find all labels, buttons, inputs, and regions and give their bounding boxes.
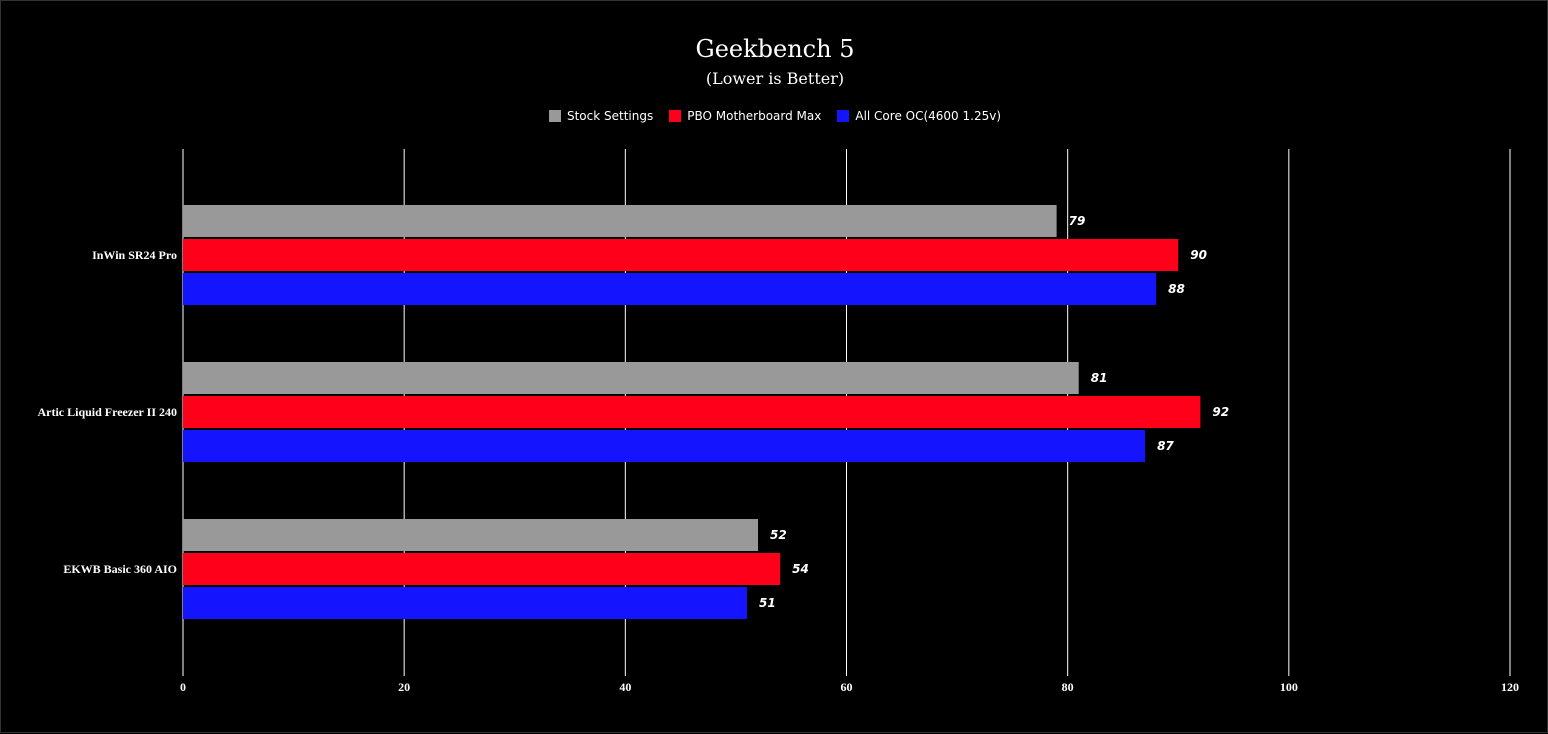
x-tick-label: 100 xyxy=(1280,680,1298,694)
bar xyxy=(183,273,1157,305)
bar xyxy=(183,430,1146,462)
legend-item-allcore[interactable]: All Core OC(4600 1.25v) xyxy=(837,109,1001,123)
category-label: EKWB Basic 360 AIO xyxy=(63,562,177,576)
chart-legend: Stock Settings PBO Motherboard Max All C… xyxy=(1,109,1548,123)
x-tick-label: 0 xyxy=(180,680,186,694)
bar xyxy=(183,205,1057,237)
bar xyxy=(183,362,1079,394)
data-label: 87 xyxy=(1157,439,1174,453)
legend-label-stock: Stock Settings xyxy=(566,109,654,123)
legend-label-pbo: PBO Motherboard Max xyxy=(687,109,822,123)
data-label: 88 xyxy=(1168,282,1185,296)
legend-swatch-allcore xyxy=(837,110,850,122)
data-label: 52 xyxy=(770,528,787,542)
category-label: Artic Liquid Freezer II 240 xyxy=(37,405,177,419)
legend-label-allcore: All Core OC(4600 1.25v) xyxy=(855,109,1001,123)
bar xyxy=(183,239,1179,271)
bar xyxy=(183,587,747,619)
legend-item-stock[interactable]: Stock Settings xyxy=(548,109,654,123)
x-tick-label: 120 xyxy=(1501,680,1519,694)
chart-subtitle: (Lower is Better) xyxy=(705,69,845,88)
data-label: 90 xyxy=(1190,248,1207,262)
bar xyxy=(183,396,1201,428)
x-tick-label: 80 xyxy=(1062,680,1074,694)
legend-swatch-stock xyxy=(548,110,561,122)
x-tick-label: 20 xyxy=(398,680,410,694)
data-label: 51 xyxy=(759,596,776,610)
data-label: 92 xyxy=(1212,405,1229,419)
data-label: 81 xyxy=(1091,371,1108,385)
chart-title: Geekbench 5 xyxy=(695,35,855,63)
x-tick-label: 60 xyxy=(841,680,853,694)
bar xyxy=(183,553,781,585)
data-label: 54 xyxy=(792,562,809,576)
data-label: 79 xyxy=(1069,214,1086,228)
x-tick-label: 40 xyxy=(619,680,631,694)
legend-swatch-pbo xyxy=(669,110,682,122)
category-label: InWin SR24 Pro xyxy=(92,248,177,262)
legend-item-pbo[interactable]: PBO Motherboard Max xyxy=(669,109,821,123)
bar xyxy=(183,519,759,551)
